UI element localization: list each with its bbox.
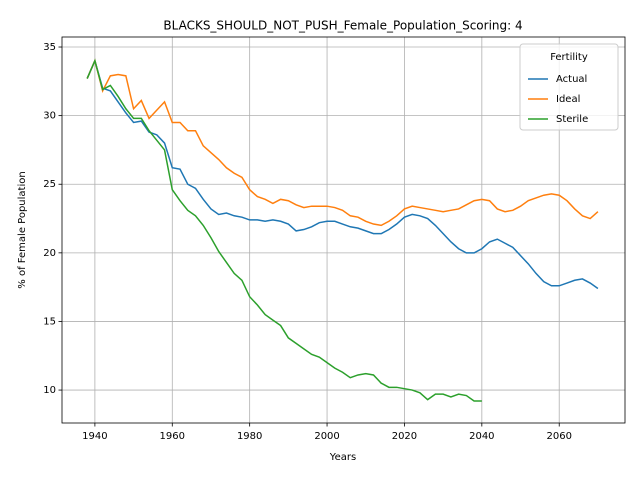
x-tick-label: 2060 xyxy=(546,431,571,442)
x-tick-label: 1980 xyxy=(237,431,262,442)
legend-label: Ideal xyxy=(556,94,580,105)
legend-box xyxy=(519,43,619,131)
x-tick-label: 1960 xyxy=(160,431,185,442)
y-tick-label: 20 xyxy=(43,248,56,259)
x-axis-label: Years xyxy=(329,452,356,463)
plot-frame xyxy=(61,36,626,424)
legend-label: Sterile xyxy=(556,114,588,125)
x-tick-label: 1940 xyxy=(82,431,107,442)
y-tick-label: 25 xyxy=(43,179,56,190)
x-tick-label: 2040 xyxy=(469,431,494,442)
x-tick-label: 2020 xyxy=(392,431,417,442)
line-series xyxy=(86,58,482,402)
y-axis-label: % of Female Population xyxy=(17,171,28,288)
line-series xyxy=(86,58,599,227)
chart-title: BLACKS_SHOULD_NOT_PUSH_Female_Population… xyxy=(163,19,522,33)
x-tick-label: 2000 xyxy=(314,431,339,442)
legend-label: Actual xyxy=(556,74,587,85)
y-tick-label: 30 xyxy=(43,111,56,122)
line-series xyxy=(86,58,599,290)
y-tick-label: 35 xyxy=(43,42,56,53)
y-tick-label: 10 xyxy=(43,385,56,396)
y-tick-label: 15 xyxy=(43,316,56,327)
legend-title: Fertility xyxy=(550,52,588,63)
